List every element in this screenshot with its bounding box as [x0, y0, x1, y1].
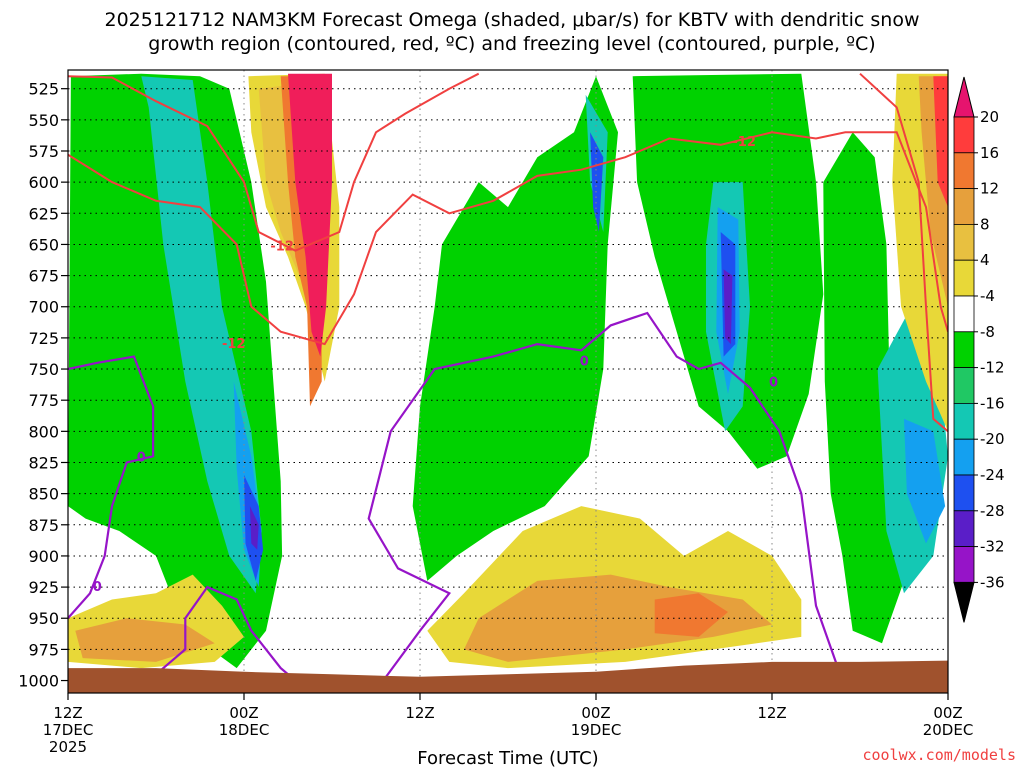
omega-region-4: [249, 506, 259, 550]
colorbar-segment-3: [953, 223, 975, 261]
colorbar-label-1: 16: [980, 144, 999, 162]
x-tick-label-0-1: 17DEC: [43, 721, 94, 739]
y-tick-label-7: 700: [28, 298, 59, 317]
x-tick-label-2-0: 12Z: [405, 704, 434, 722]
x-axis-label: Forecast Time (UTC): [417, 748, 598, 768]
x-tick-label-3-1: 19DEC: [571, 721, 622, 739]
y-tick-label-1: 550: [28, 111, 59, 130]
colorbar-segment-2: [953, 188, 975, 225]
contour-label-3: 0: [137, 450, 146, 465]
x-tick-label-5-1: 20DEC: [923, 721, 974, 739]
y-tick-label-12: 825: [28, 453, 59, 472]
freezing-contour-1: [155, 585, 297, 682]
colorbar-label-9: -20: [980, 430, 1005, 448]
dgz-contour-2: [859, 72, 948, 433]
plot-area: -12 -12 -12 0 0 0 0: [68, 70, 948, 693]
plot-frame: [67, 69, 949, 694]
x-tick-label-4-0: 12Z: [757, 704, 786, 722]
y-tick-label-13: 850: [28, 485, 59, 504]
colorbar-segment-11: [953, 510, 975, 547]
colorbar-label-7: -12: [980, 359, 1005, 377]
colorbar-label-3: 8: [980, 215, 990, 233]
y-tick-label-6: 675: [28, 267, 59, 286]
freezing-contour-2: [367, 311, 840, 682]
omega-region-27: [933, 76, 948, 208]
y-tick-label-10: 775: [28, 391, 59, 410]
colorbar-top-arrow: [953, 76, 975, 118]
omega-shading-layer: [68, 73, 948, 669]
colorbar-segment-8: [953, 402, 975, 440]
x-tick-label-0-2: 2025: [49, 738, 87, 756]
contour-label-6: 0: [769, 376, 778, 391]
omega-region-11: [412, 76, 618, 581]
colorbar-label-6: -8: [980, 323, 995, 341]
dgz-contour-0: [68, 72, 480, 252]
colorbar-label-11: -28: [980, 502, 1005, 520]
x-tick-label-0-0: 12Z: [53, 704, 82, 722]
y-tick-label-2: 575: [28, 142, 59, 161]
chart-title-line1: 2025121712 NAM3KM Forecast Omega (shaded…: [105, 9, 920, 31]
y-tick-label-9: 750: [28, 360, 59, 379]
colorbar-segment-5: [953, 295, 975, 333]
colorbar-label-12: -32: [980, 538, 1005, 556]
colorbar-segment-1: [953, 152, 975, 190]
colorbar-segment-7: [953, 367, 975, 404]
colorbar-label-4: 4: [980, 251, 990, 269]
y-tick-label-8: 725: [28, 329, 59, 348]
colorbar-bottom-arrow: [953, 581, 975, 623]
colorbar-segment-0: [953, 116, 975, 154]
colorbar-segment-6: [953, 331, 975, 368]
y-tick-label-16: 925: [28, 578, 59, 597]
colorbar-segment-4: [953, 259, 975, 297]
colorbar-label-13: -36: [980, 573, 1005, 591]
ground-layer: [68, 660, 948, 693]
credit-text: coolwx.com/models: [862, 746, 1016, 764]
y-tick-label-5: 650: [28, 235, 59, 254]
contour-label-4: 0: [93, 580, 102, 595]
omega-region-10: [75, 618, 215, 662]
colorbar-segment-9: [953, 438, 975, 476]
colorbar-label-2: 12: [980, 180, 999, 198]
contour-label-0: -12: [270, 240, 294, 255]
omega-region-8: [288, 73, 332, 357]
axis-layer: 525 550 575 600 625 650 675 700 725 750 775 800 825 8…: [18, 80, 973, 756]
y-tick-label-19: 1000: [18, 672, 59, 691]
contour-label-5: 0: [580, 354, 589, 369]
omega-region-1: [141, 76, 262, 594]
y-tick-label-17: 950: [28, 609, 59, 628]
contour-layer: -12 -12 -12 0 0 0 0: [68, 72, 948, 682]
y-tick-label-4: 625: [28, 204, 59, 223]
y-tick-label-15: 900: [28, 547, 59, 566]
y-tick-label-11: 800: [28, 422, 59, 441]
colorbar-label-10: -24: [980, 466, 1005, 484]
omega-region-22: [823, 132, 904, 644]
colorbar-label-0: 20: [980, 108, 999, 126]
contour-label-2: -12: [732, 135, 756, 150]
y-tick-label-3: 600: [28, 173, 59, 192]
freezing-contour-0: [68, 355, 155, 619]
x-tick-label-3-0: 00Z: [581, 704, 610, 722]
colorbar-segment-10: [953, 474, 975, 512]
y-tick-label-0: 525: [28, 80, 59, 99]
chart-title-line2: growth region (contoured, red, ºC) and f…: [148, 33, 875, 55]
dgz-contour-1: [68, 131, 948, 346]
omega-region-24: [904, 418, 946, 544]
colorbar-label-8: -16: [980, 394, 1005, 412]
x-tick-label-1-1: 18DEC: [219, 721, 270, 739]
y-tick-label-18: 975: [28, 640, 59, 659]
ground-terrain: [68, 660, 948, 693]
x-tick-label-1-0: 00Z: [229, 704, 258, 722]
x-tick-label-5-0: 00Z: [933, 704, 962, 722]
colorbar-segment-12: [953, 546, 975, 583]
colorbar-label-5: -4: [980, 287, 995, 305]
omega-region-21: [654, 593, 728, 637]
y-tick-label-14: 875: [28, 516, 59, 535]
contour-label-1: -12: [222, 337, 246, 352]
colorbar: 20 16 12 8 4 -4 -8 -12 -16 -20 -24 -28 -32 -36: [953, 76, 1005, 623]
